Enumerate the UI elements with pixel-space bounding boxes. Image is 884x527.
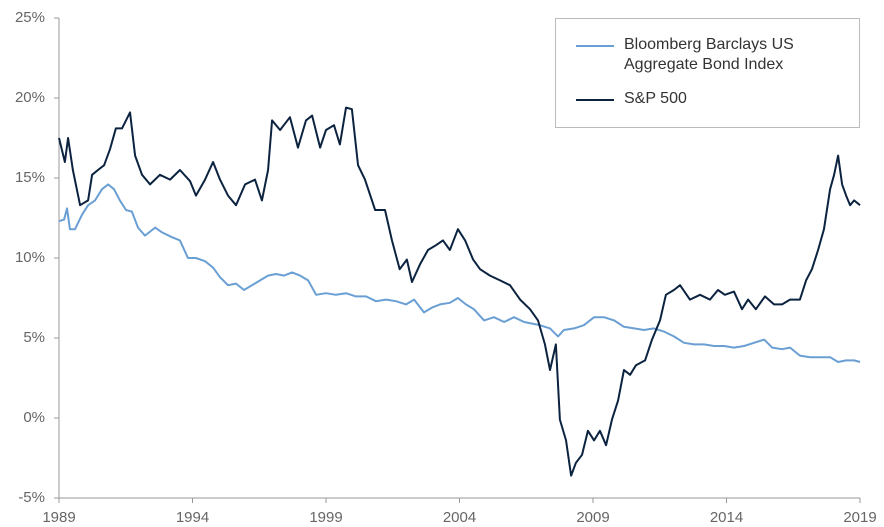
x-tick-label: 2004 <box>443 509 476 526</box>
y-tick-label: 10% <box>15 249 45 266</box>
legend-swatch <box>576 99 614 101</box>
series-line <box>58 183 861 363</box>
legend: Bloomberg Barclays US Aggregate Bond Ind… <box>555 18 860 128</box>
legend-entry: Bloomberg Barclays US Aggregate Bond Ind… <box>576 35 834 75</box>
y-tick-label: -5% <box>18 489 45 506</box>
legend-label: Bloomberg Barclays US Aggregate Bond Ind… <box>624 36 794 73</box>
y-tick-label: 25% <box>15 9 45 26</box>
y-tick-label: 15% <box>15 169 45 186</box>
x-tick-label: 1999 <box>309 509 342 526</box>
x-tick-label: 2009 <box>576 509 609 526</box>
x-tick-label: 2014 <box>710 509 743 526</box>
y-tick-label: 20% <box>15 89 45 106</box>
y-tick-label: 5% <box>23 329 45 346</box>
x-tick-label: 1989 <box>42 509 75 526</box>
y-tick-label: 0% <box>23 409 45 426</box>
legend-swatch <box>576 45 614 47</box>
x-tick-label: 2019 <box>843 509 876 526</box>
legend-entry: S&P 500 <box>576 89 834 109</box>
series-line <box>58 106 861 477</box>
x-tick-label: 1994 <box>176 509 209 526</box>
legend-label: S&P 500 <box>624 90 687 107</box>
